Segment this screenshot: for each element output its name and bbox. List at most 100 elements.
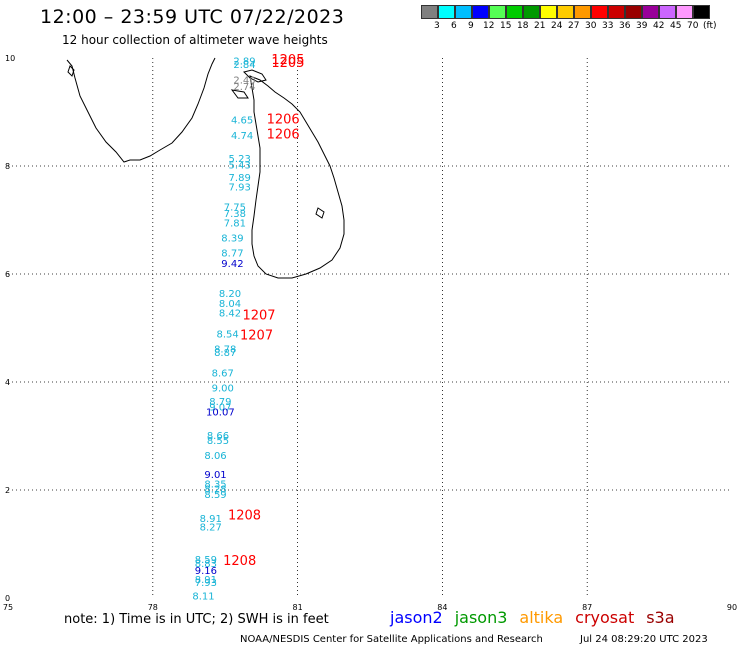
wave-height-label: 8.06	[204, 451, 226, 462]
wave-height-label: 8.78	[214, 345, 236, 356]
wave-height-label: 8.91	[195, 575, 217, 586]
tick-labels: 75 78 81 84 87 90 10 8 6 4 2 0	[3, 54, 737, 612]
legend-entry-s3a: s3a	[646, 608, 675, 627]
wave-height-label: 8.54	[216, 329, 238, 340]
y-tick-label: 6	[5, 270, 10, 279]
legend-entry-jason3: jason3	[454, 608, 508, 627]
wave-height-label: 4.74	[231, 131, 253, 142]
wave-height-label: 7.89	[229, 173, 251, 184]
wave-height-label: 9.01	[204, 470, 226, 481]
colorbar-label: 18	[517, 21, 529, 31]
colorbar-label: 42	[653, 21, 665, 31]
colorbar-swatch	[489, 5, 506, 19]
wave-height-label: 10.07	[206, 408, 235, 419]
legend-entry-altika: altika	[519, 608, 564, 627]
colorbar-label: 27	[568, 21, 580, 31]
time-label: 1206	[267, 112, 300, 127]
colorbar-swatch	[421, 5, 438, 19]
colorbar-swatch	[455, 5, 472, 19]
wave-height-label: 9.16	[195, 566, 217, 577]
y-tick-label: 2	[5, 486, 10, 495]
wave-height-label: 9.00	[212, 383, 234, 394]
colorbar-swatch	[472, 5, 489, 19]
wave-height-label: 8.20	[219, 289, 241, 300]
wave-height-label: 8.55	[207, 436, 229, 447]
colorbar-swatch	[523, 5, 540, 19]
india-coastline	[66, 57, 216, 163]
wave-height-label: 8.91	[200, 514, 222, 525]
mannar-island	[230, 89, 249, 99]
x-tick-label: 81	[293, 603, 303, 612]
wave-height-label: 2.74	[233, 82, 255, 93]
colorbar-label: 3	[434, 21, 440, 31]
colorbar-swatch	[591, 5, 608, 19]
map-subtitle: 12 hour collection of altimeter wave hei…	[62, 33, 328, 47]
time-label: 1205	[271, 56, 304, 71]
wave-height-label: 8.66	[207, 431, 229, 442]
wave-height-label: 8.77	[221, 248, 243, 259]
colorbar-label: 24	[551, 21, 563, 31]
colorbar-label: 15	[500, 21, 512, 31]
wave-height-label: 5.43	[229, 160, 251, 171]
time-label: 1208	[223, 554, 256, 569]
wave-height-label: 8.59	[195, 555, 217, 566]
colorbar	[421, 5, 710, 20]
colorbar-label: 45	[670, 21, 682, 31]
colorbar-swatch	[676, 5, 693, 19]
wave-height-label: 8.59	[204, 490, 226, 501]
y-tick-label: 4	[5, 378, 10, 387]
wave-height-label: 2.89	[233, 57, 255, 68]
x-tick-label: 84	[437, 603, 447, 612]
y-tick-label: 8	[5, 162, 10, 171]
colorbar-label: 9	[468, 21, 474, 31]
wave-height-label: 8.39	[221, 233, 243, 244]
x-tick-label: 78	[148, 603, 158, 612]
wave-height-label: 8.42	[219, 308, 241, 319]
wave-height-label: 9.42	[221, 259, 243, 270]
wave-height-label: 8.35	[204, 480, 226, 491]
x-tick-label: 75	[3, 603, 13, 612]
colorbar-swatch	[506, 5, 523, 19]
wave-height-label: 7.75	[224, 203, 246, 214]
sri-lanka-coastline	[249, 75, 345, 279]
jaffna-peninsula	[243, 69, 267, 83]
wave-height-label: 8.11	[192, 591, 214, 602]
credit-date: Jul 24 08:29:20 UTC 2023	[580, 634, 708, 645]
colorbar-swatch	[608, 5, 625, 19]
wave-height-label: 2.84	[233, 60, 255, 71]
colorbar-label: 12	[483, 21, 495, 31]
colorbar-swatch	[625, 5, 642, 19]
y-tick-label: 0	[5, 594, 10, 603]
colorbar-swatch	[642, 5, 659, 19]
colorbar-label: 33	[602, 21, 614, 31]
colorbar-label: 21	[534, 21, 546, 31]
wave-height-label: 9.07	[209, 402, 231, 413]
gulf-islet	[67, 65, 75, 77]
wave-height-label: 8.04	[219, 299, 241, 310]
coastline	[66, 57, 345, 279]
wave-height-label: 7.93	[229, 183, 251, 194]
time-label: 1206	[267, 128, 300, 143]
wave-height-label: 7.38	[224, 209, 246, 220]
time-label: 1207	[240, 328, 273, 343]
y-tick-label: 10	[5, 54, 15, 63]
wave-height-label: 8.79	[209, 397, 231, 408]
time-label: 1205	[271, 53, 304, 68]
colorbar-swatch	[574, 5, 591, 19]
wave-height-label: 8.28	[204, 484, 226, 495]
wave-height-label: 8.87	[214, 348, 236, 359]
credit-text: NOAA/NESDIS Center for Satellite Applica…	[240, 634, 543, 645]
x-tick-label: 90	[727, 603, 737, 612]
colorbar-label: 70	[687, 21, 699, 31]
colorbar-swatch	[438, 5, 455, 19]
wave-height-label: 8.67	[212, 368, 234, 379]
wave-height-label: 2.40	[233, 76, 255, 87]
wave-height-label: 5.23	[229, 154, 251, 165]
satellite-legend: jason2 jason3 altika cryosat s3a	[390, 608, 687, 627]
x-tick-label: 87	[582, 603, 592, 612]
map-title: 12:00 – 23:59 UTC 07/22/2023	[40, 6, 345, 28]
wave-height-label: 7.81	[224, 219, 246, 230]
colorbar-swatch	[659, 5, 676, 19]
